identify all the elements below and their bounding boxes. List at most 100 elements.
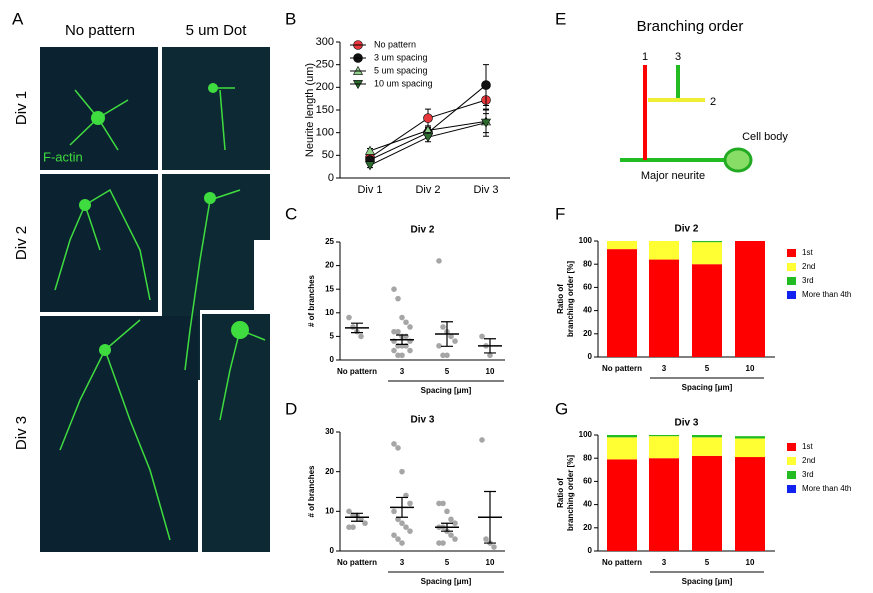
data-point: [452, 536, 458, 542]
row-label: Div 2: [13, 226, 30, 260]
sem-bar: [351, 512, 363, 522]
legend-label: 3rd: [802, 276, 814, 285]
data-point: [444, 352, 450, 359]
y-tick-label: 25: [325, 237, 334, 246]
sem-bar: [396, 334, 408, 346]
legend-swatch: [787, 263, 796, 271]
legend-swatch: [787, 443, 796, 451]
x-tick-label: 5: [705, 558, 710, 567]
y-axis-label-line: Ratio of: [556, 478, 565, 508]
y-tick-label: 0: [588, 352, 593, 361]
bar-segment: [735, 436, 765, 439]
data-point: [436, 343, 442, 349]
y-tick-label: 10: [325, 506, 334, 515]
diagram-label: 2: [710, 96, 716, 108]
y-tick-label: 0: [588, 546, 593, 555]
y-tick-label: 20: [583, 329, 592, 338]
legend-label: 2nd: [802, 456, 815, 465]
image: [162, 47, 270, 170]
data-point: [346, 314, 352, 321]
column-label: No pattern: [65, 22, 135, 39]
sem-bar: [441, 321, 453, 347]
data-point: [452, 520, 458, 527]
marker: [481, 80, 491, 90]
x-tick-label: No pattern: [337, 367, 377, 376]
legend-swatch: [787, 291, 796, 299]
bar-segment: [607, 435, 637, 438]
diagram-label: Cell body: [742, 131, 788, 143]
y-tick-label: 60: [583, 477, 592, 486]
bar-segment: [607, 249, 637, 357]
y-tick-label: 5: [330, 332, 335, 341]
legend-swatch: [787, 457, 796, 465]
bar-segment: [649, 435, 679, 437]
image: [40, 174, 158, 312]
chart-title: Div 2: [675, 224, 699, 235]
sem-bar: [484, 338, 496, 354]
data-point: [395, 352, 401, 359]
data-point: [436, 500, 442, 507]
x-tick-label: Div 3: [473, 184, 498, 196]
data-point: [395, 295, 401, 302]
bar-segment: [735, 438, 765, 458]
data-point: [395, 328, 401, 335]
panel-letter: E: [555, 9, 566, 28]
y-tick-label: 0: [330, 355, 335, 364]
legend-label: 5 um spacing: [374, 65, 428, 75]
marker: [364, 145, 376, 155]
legend-label: 10 um spacing: [374, 78, 433, 88]
data-point: [440, 540, 446, 546]
y-tick-label: 250: [316, 59, 334, 71]
x-tick-label: No pattern: [337, 558, 377, 567]
data-point: [399, 468, 405, 475]
legend-label: 3rd: [802, 470, 814, 479]
diagram-title: Branching order: [637, 18, 744, 35]
y-tick-label: 0: [328, 172, 334, 184]
chart-title: Div 3: [675, 418, 699, 429]
x-tick-label: 5: [445, 367, 450, 376]
bar-segment: [692, 435, 722, 438]
legend-label: 3 um spacing: [374, 52, 428, 62]
data-point: [391, 286, 397, 293]
y-axis-label-line: branching order [%]: [566, 455, 575, 531]
data-point: [483, 536, 489, 542]
bar-segment: [692, 437, 722, 456]
x-tick-label: 10: [746, 558, 755, 567]
bar-segment: [735, 241, 765, 357]
marker: [423, 113, 433, 123]
x-tick-label: Div 2: [415, 184, 440, 196]
data-point: [448, 532, 454, 538]
chart-title: Div 3: [411, 415, 435, 426]
data-point: [440, 324, 446, 330]
sem-bar: [396, 496, 408, 518]
y-tick-label: 100: [579, 236, 593, 245]
y-tick-label: 100: [579, 430, 593, 439]
legend-label: No pattern: [374, 39, 416, 49]
bar-segment: [607, 241, 637, 250]
panel-letter: B: [285, 9, 296, 28]
data-point: [487, 352, 493, 359]
data-point: [403, 319, 409, 326]
y-axis-label-line: branching order [%]: [566, 261, 575, 337]
x-tick-label: 3: [400, 558, 405, 567]
data-point: [436, 258, 442, 264]
diagram-label: 3: [675, 51, 681, 63]
bar-segment: [649, 259, 679, 357]
legend-label: 1st: [802, 248, 813, 257]
bar-segment: [649, 436, 679, 459]
panel-letter: F: [555, 204, 565, 223]
y-tick-label: 150: [316, 104, 334, 116]
x-tick-label: 10: [486, 367, 495, 376]
y-tick-label: 200: [316, 81, 334, 93]
data-point: [391, 532, 397, 538]
bar-segment: [692, 455, 722, 551]
x-tick-label: 3: [662, 364, 667, 373]
x-tick-label: Div 1: [357, 184, 382, 196]
legend-label: More than 4th: [802, 484, 851, 493]
sem-bar: [441, 522, 453, 532]
data-point: [403, 524, 409, 530]
data-point: [391, 328, 397, 335]
data-point: [479, 333, 485, 340]
y-tick-label: 40: [583, 306, 592, 315]
data-point: [399, 520, 405, 527]
